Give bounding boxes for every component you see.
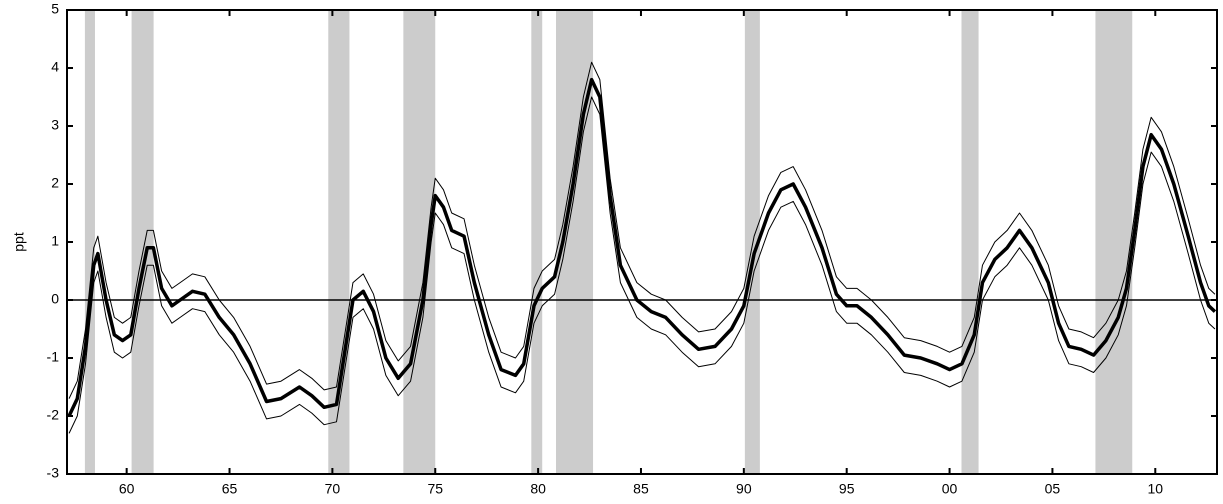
x-tick-label: 95	[839, 481, 855, 497]
plot-frame	[66, 9, 1218, 475]
x-tick-label: 60	[119, 481, 135, 497]
y-tick-label: 3	[51, 117, 59, 133]
x-tick-label: 00	[942, 481, 958, 497]
x-tick-label: 70	[325, 481, 341, 497]
x-tick-label: 80	[530, 481, 546, 497]
y-tick-label: 2	[51, 175, 59, 191]
series-line	[68, 96, 1216, 434]
series-line	[67, 77, 1217, 417]
x-tick-label: 85	[633, 481, 649, 497]
series-line	[68, 61, 1216, 399]
y-tick-label: 4	[51, 59, 59, 75]
y-tick-label: -3	[47, 465, 60, 481]
y-tick-label: -2	[47, 407, 60, 423]
y-tick-label: -1	[47, 349, 60, 365]
shaded-period	[531, 10, 543, 474]
shaded-period	[744, 10, 760, 474]
x-tick-label: 75	[427, 481, 443, 497]
y-tick-label: 0	[51, 291, 59, 307]
shaded-period	[84, 10, 95, 474]
x-tick-label: 05	[1045, 481, 1061, 497]
shaded-period	[131, 10, 154, 474]
shaded-period	[1095, 10, 1133, 474]
y-tick-label: 1	[51, 233, 59, 249]
x-tick-label: 90	[736, 481, 752, 497]
x-tick-label: 65	[222, 481, 238, 497]
x-tick-label: 10	[1147, 481, 1163, 497]
y-axis-label: ppt	[11, 232, 27, 252]
y-tick-label: 5	[51, 1, 59, 17]
shaded-period	[961, 10, 979, 474]
